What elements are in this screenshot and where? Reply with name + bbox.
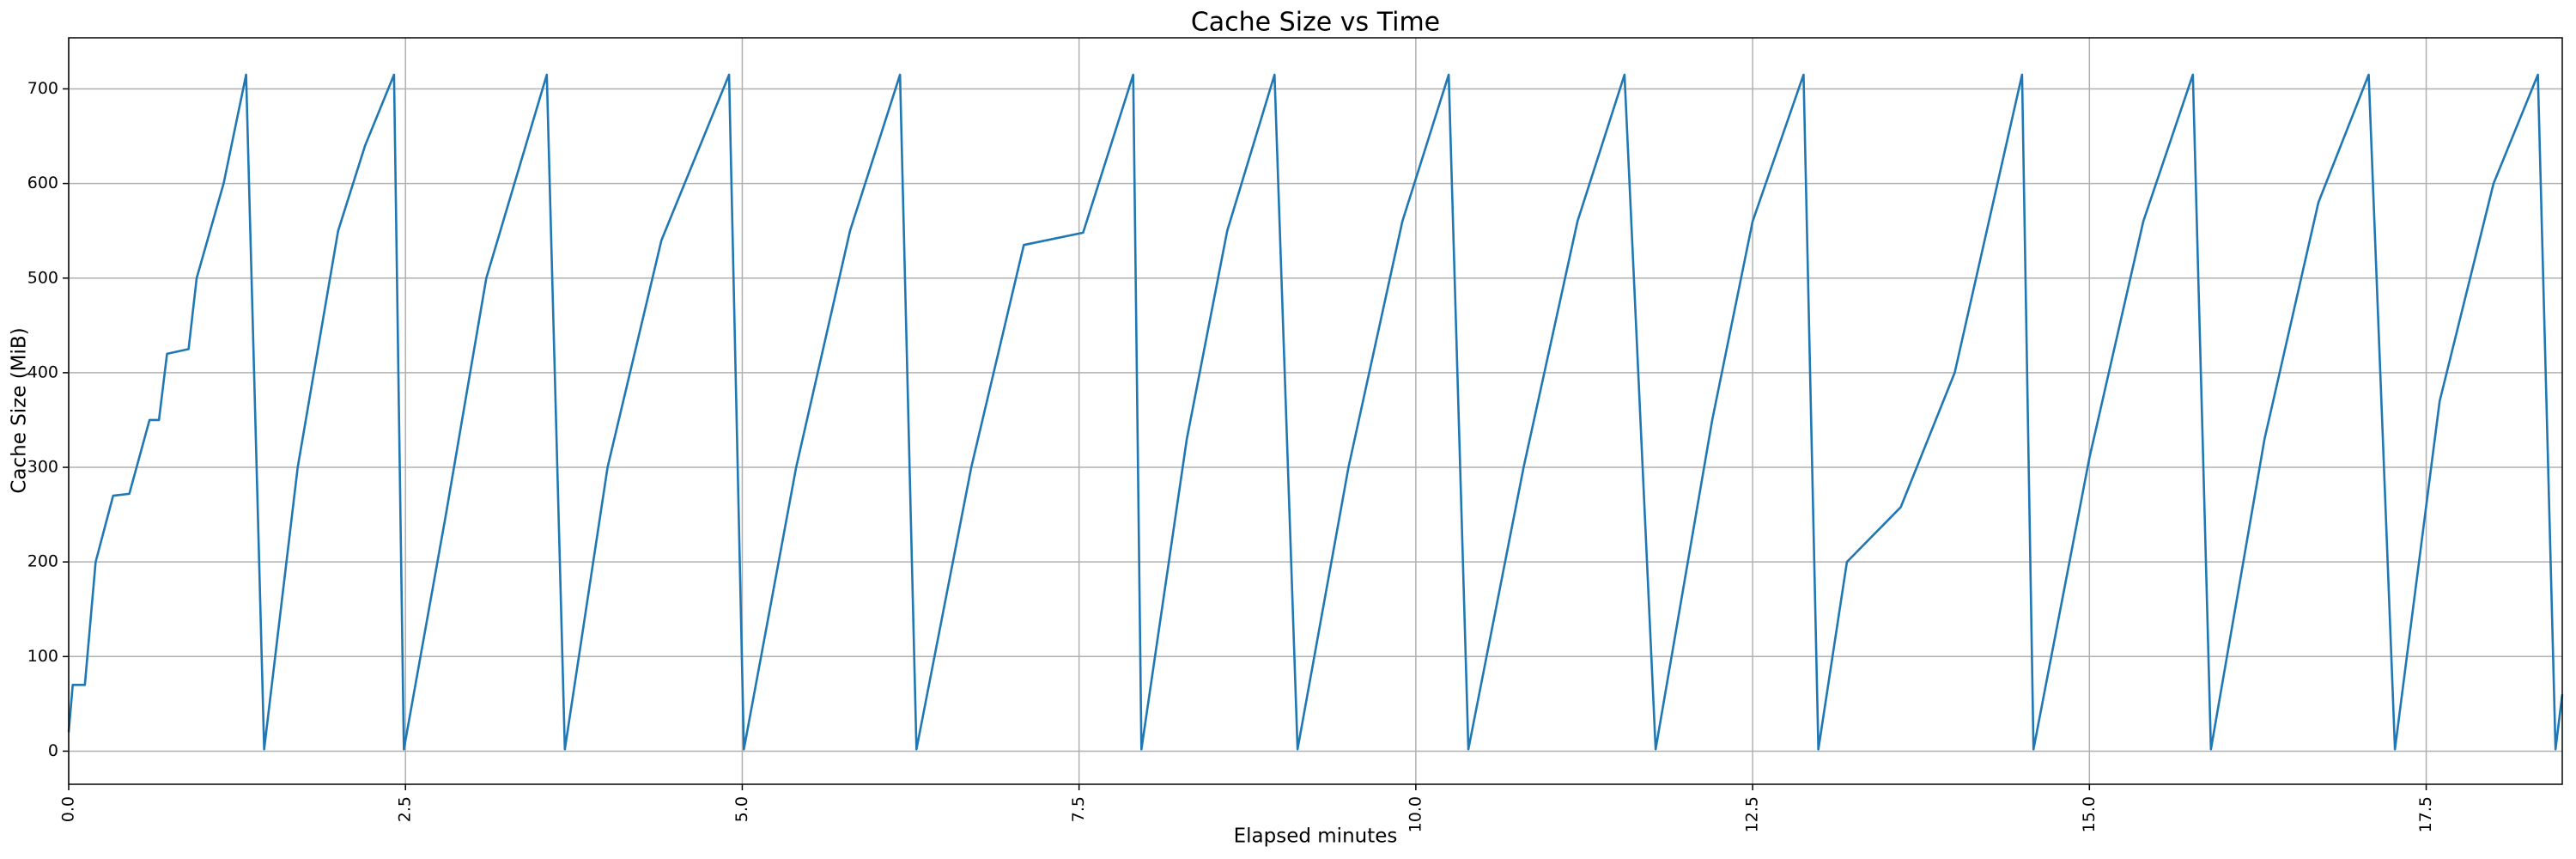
- y-tick-label: 0: [48, 741, 58, 760]
- x-tick-label: 2.5: [396, 796, 415, 822]
- y-tick-label: 500: [27, 268, 58, 287]
- chart-title: Cache Size vs Time: [1191, 8, 1440, 38]
- x-tick-label: 15.0: [2080, 796, 2099, 832]
- x-tick-label: 10.0: [1406, 796, 1425, 832]
- x-tick-label: 5.0: [732, 796, 751, 822]
- y-tick-label: 300: [27, 458, 58, 477]
- y-tick-label: 700: [27, 79, 58, 98]
- x-tick-label: 12.5: [1743, 796, 1762, 832]
- data-line: [67, 73, 2564, 751]
- plot-frame: [68, 37, 2563, 785]
- x-tick-label: 17.5: [2416, 796, 2435, 832]
- y-tick-label: 400: [27, 362, 58, 381]
- x-axis-label: Elapsed minutes: [1234, 825, 1398, 848]
- x-tick-label: 0.0: [59, 796, 78, 822]
- y-tick-label: 600: [27, 174, 58, 192]
- y-tick-label: 200: [27, 552, 58, 571]
- y-tick-label: 100: [27, 647, 58, 666]
- y-axis-label: Cache Size (MiB): [9, 327, 31, 493]
- x-tick-label: 7.5: [1069, 796, 1088, 822]
